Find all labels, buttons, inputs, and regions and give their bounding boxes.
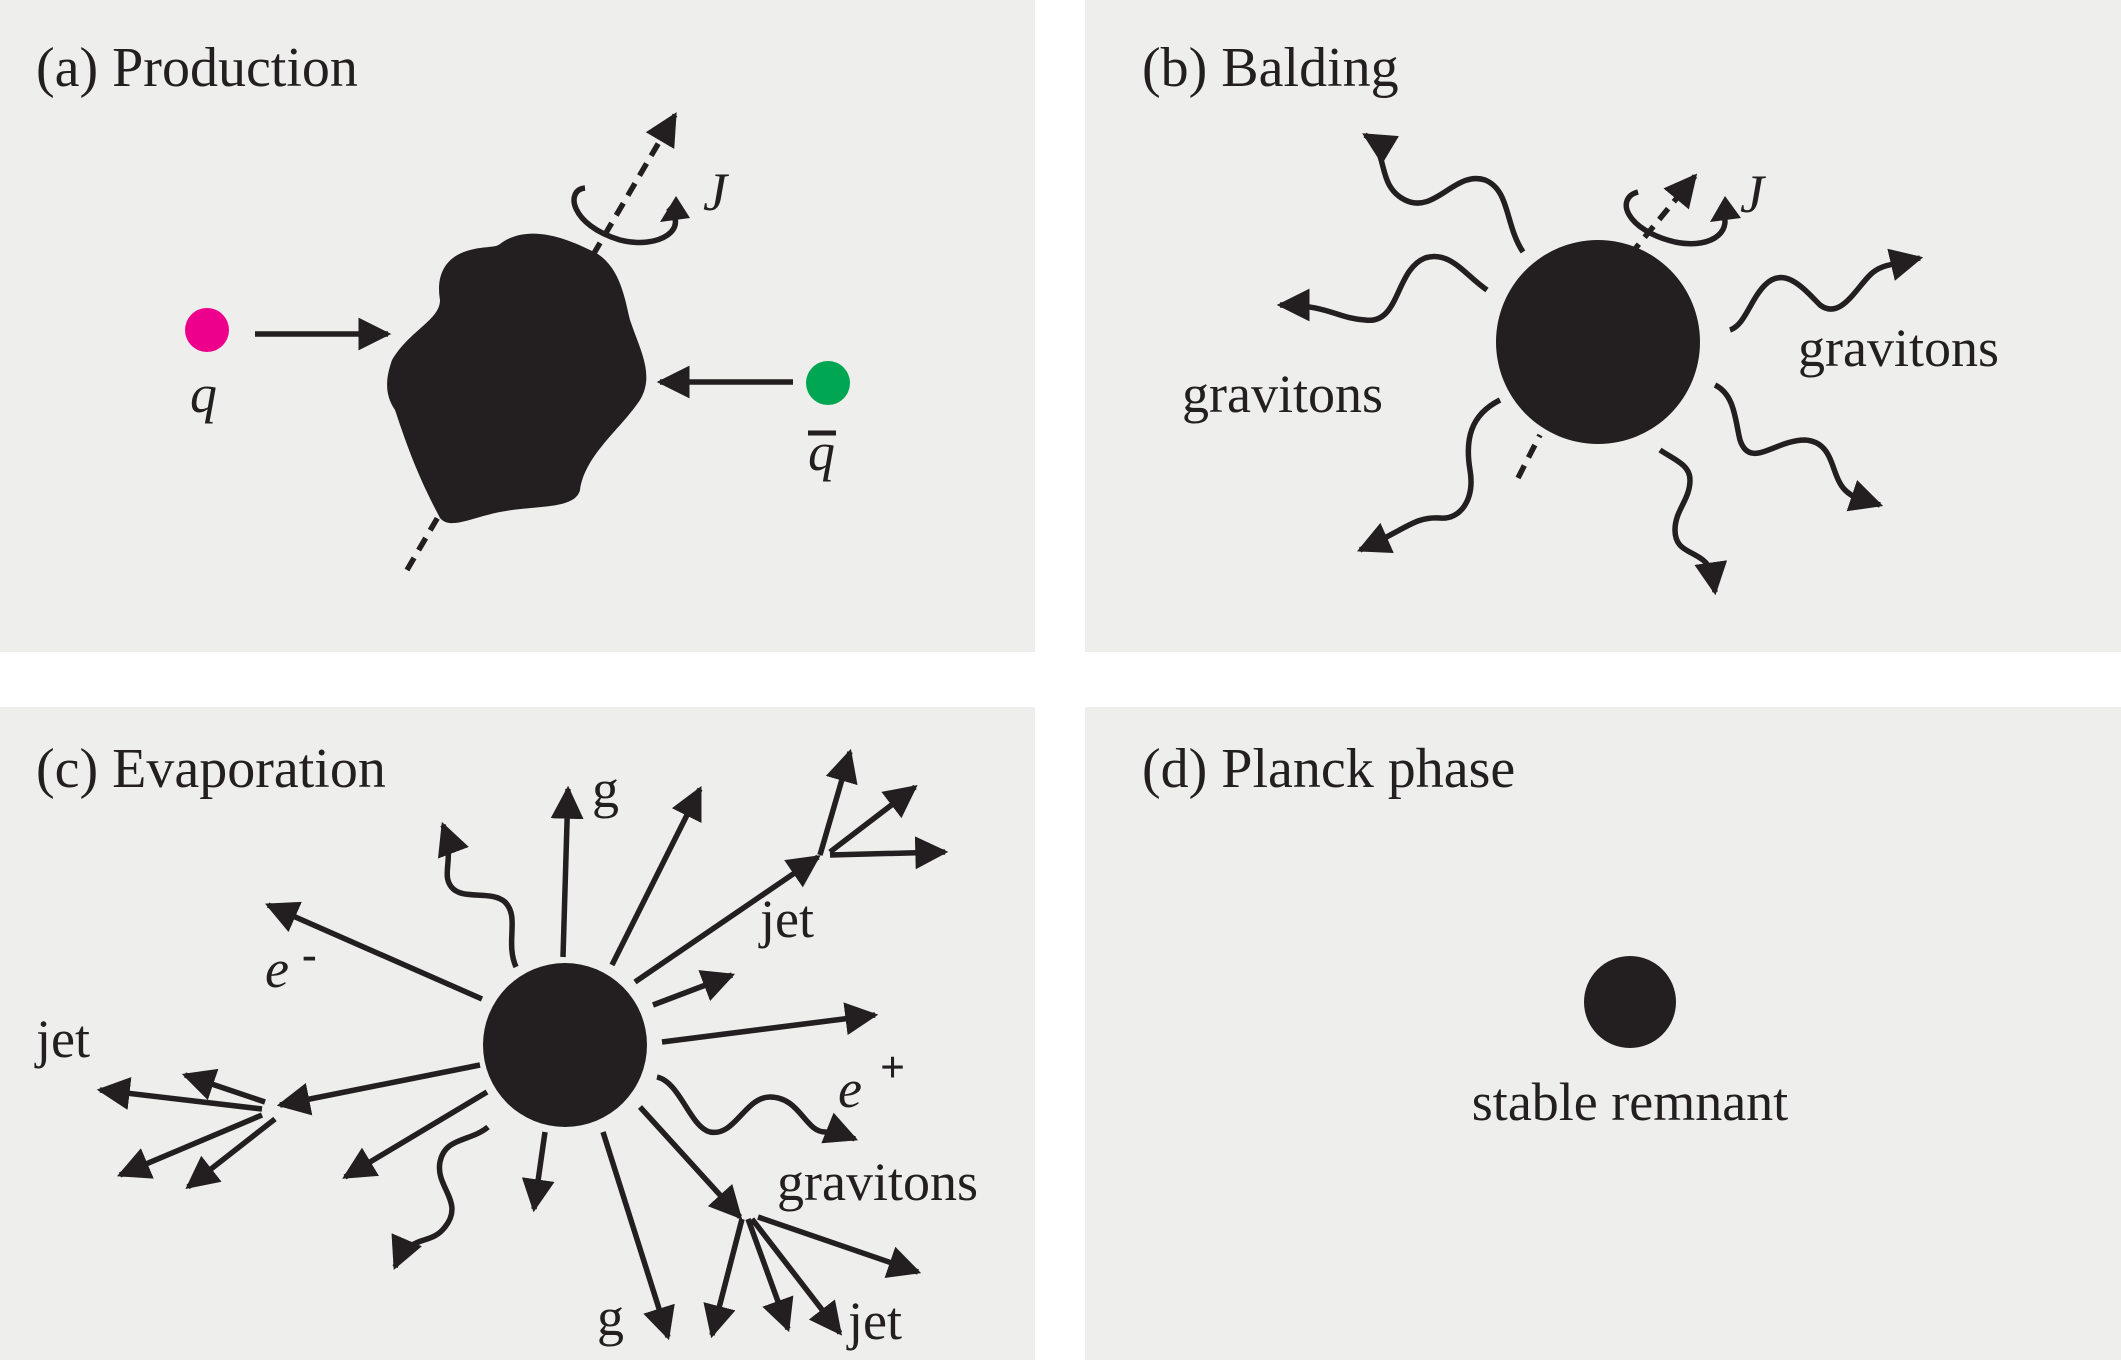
spin-axis-lower xyxy=(404,503,448,572)
jet-left-branch-4 xyxy=(185,1116,277,1190)
electron-label: e xyxy=(265,939,289,999)
graviton-lower-right xyxy=(1713,382,1884,512)
electron-arrow xyxy=(264,901,484,1002)
angular-momentum-label: J xyxy=(1740,164,1767,224)
rotation-arrowhead xyxy=(1710,196,1741,222)
emission-lower-left xyxy=(342,1089,489,1180)
graviton-right xyxy=(1728,248,1924,333)
spin-axis-upper xyxy=(1627,173,1698,257)
graviton-left xyxy=(1276,253,1489,323)
antiquark-dot xyxy=(806,361,850,405)
jet-bottom-label: jet xyxy=(846,1291,902,1351)
graviton-bottom xyxy=(1658,447,1728,596)
electron-charge: - xyxy=(302,930,317,979)
jet-top-branch-2 xyxy=(828,784,918,855)
jet-bottom-branch-2 xyxy=(745,1218,794,1333)
remnant-label: stable remnant xyxy=(1472,1072,1788,1132)
panel-planck-phase: (d) Planck phase stable remnant xyxy=(1085,707,2121,1360)
emission-up-right xyxy=(609,786,703,967)
jet-bottom-branch-1 xyxy=(703,1218,745,1339)
angular-momentum-label: J xyxy=(703,162,730,222)
panel-c-title: (c) Evaporation xyxy=(36,738,386,800)
jet-left-branch-1 xyxy=(96,1077,263,1112)
rotation-loop xyxy=(1623,189,1728,247)
jet-left-branch-2 xyxy=(181,1068,266,1105)
jet-top-label: jet xyxy=(758,889,814,949)
gravitons-label: gravitons xyxy=(777,1152,978,1212)
panel-d-title: (d) Planck phase xyxy=(1142,738,1515,800)
quark-dot xyxy=(185,308,229,352)
rotation-loop xyxy=(571,185,678,246)
jet-bottom-trunk xyxy=(637,1105,743,1220)
deformed-black-hole xyxy=(387,233,647,524)
positron-label: e xyxy=(838,1059,862,1119)
gluon-up-arrow xyxy=(550,785,584,958)
jet-bottom-branch-4 xyxy=(757,1214,922,1278)
jet-left-branch-3 xyxy=(116,1112,264,1179)
spin-axis-lower xyxy=(1515,433,1543,480)
gluon-bottom-label: g xyxy=(597,1287,624,1347)
jet-left-trunk xyxy=(276,1062,481,1116)
black-hole xyxy=(1496,240,1700,444)
panel-evaporation: (c) Evaporation g jet e + e - jet g jet … xyxy=(0,707,1035,1360)
gluon-top-label: g xyxy=(592,759,619,819)
production-diagram: (a) Production q q J xyxy=(36,37,850,572)
graviton-lower-left xyxy=(1356,397,1502,554)
evaporation-diagram: (c) Evaporation g jet e + e - jet g jet … xyxy=(34,738,978,1351)
emission-short-right xyxy=(652,970,736,1008)
graviton-up xyxy=(437,821,519,969)
graviton-upper-left xyxy=(1362,132,1526,254)
panel-balding: (b) Balding J gravitons gravitons xyxy=(1085,0,2121,652)
jet-top-branch-1 xyxy=(817,748,858,856)
balding-diagram: (b) Balding J gravitons gravitons xyxy=(1142,37,1999,596)
remnant-dot xyxy=(1584,956,1676,1048)
jet-bottom-branch-3 xyxy=(749,1217,843,1336)
graviton-down-left xyxy=(391,1124,490,1271)
gravitons-label-left: gravitons xyxy=(1182,364,1383,424)
panel-production: (a) Production q q J xyxy=(0,0,1035,652)
panel-a-title: (a) Production xyxy=(36,37,358,99)
planck-phase-diagram: (d) Planck phase stable remnant xyxy=(1142,738,1788,1132)
black-hole xyxy=(483,963,647,1127)
quark-label: q xyxy=(190,364,217,424)
gluon-down-arrow xyxy=(600,1131,675,1341)
jet-top-trunk xyxy=(633,854,821,985)
positron-arrow xyxy=(661,1002,879,1045)
gravitons-label-right: gravitons xyxy=(1798,318,1999,378)
jet-left-label: jet xyxy=(34,1009,90,1069)
panel-b-title: (b) Balding xyxy=(1142,37,1399,99)
graviton-right xyxy=(656,1074,859,1144)
jet-top-branch-3 xyxy=(829,836,949,870)
spin-axis-upper xyxy=(590,112,678,257)
emission-down xyxy=(521,1131,555,1213)
positron-charge: + xyxy=(880,1043,905,1092)
rotation-arrowhead xyxy=(660,196,690,222)
